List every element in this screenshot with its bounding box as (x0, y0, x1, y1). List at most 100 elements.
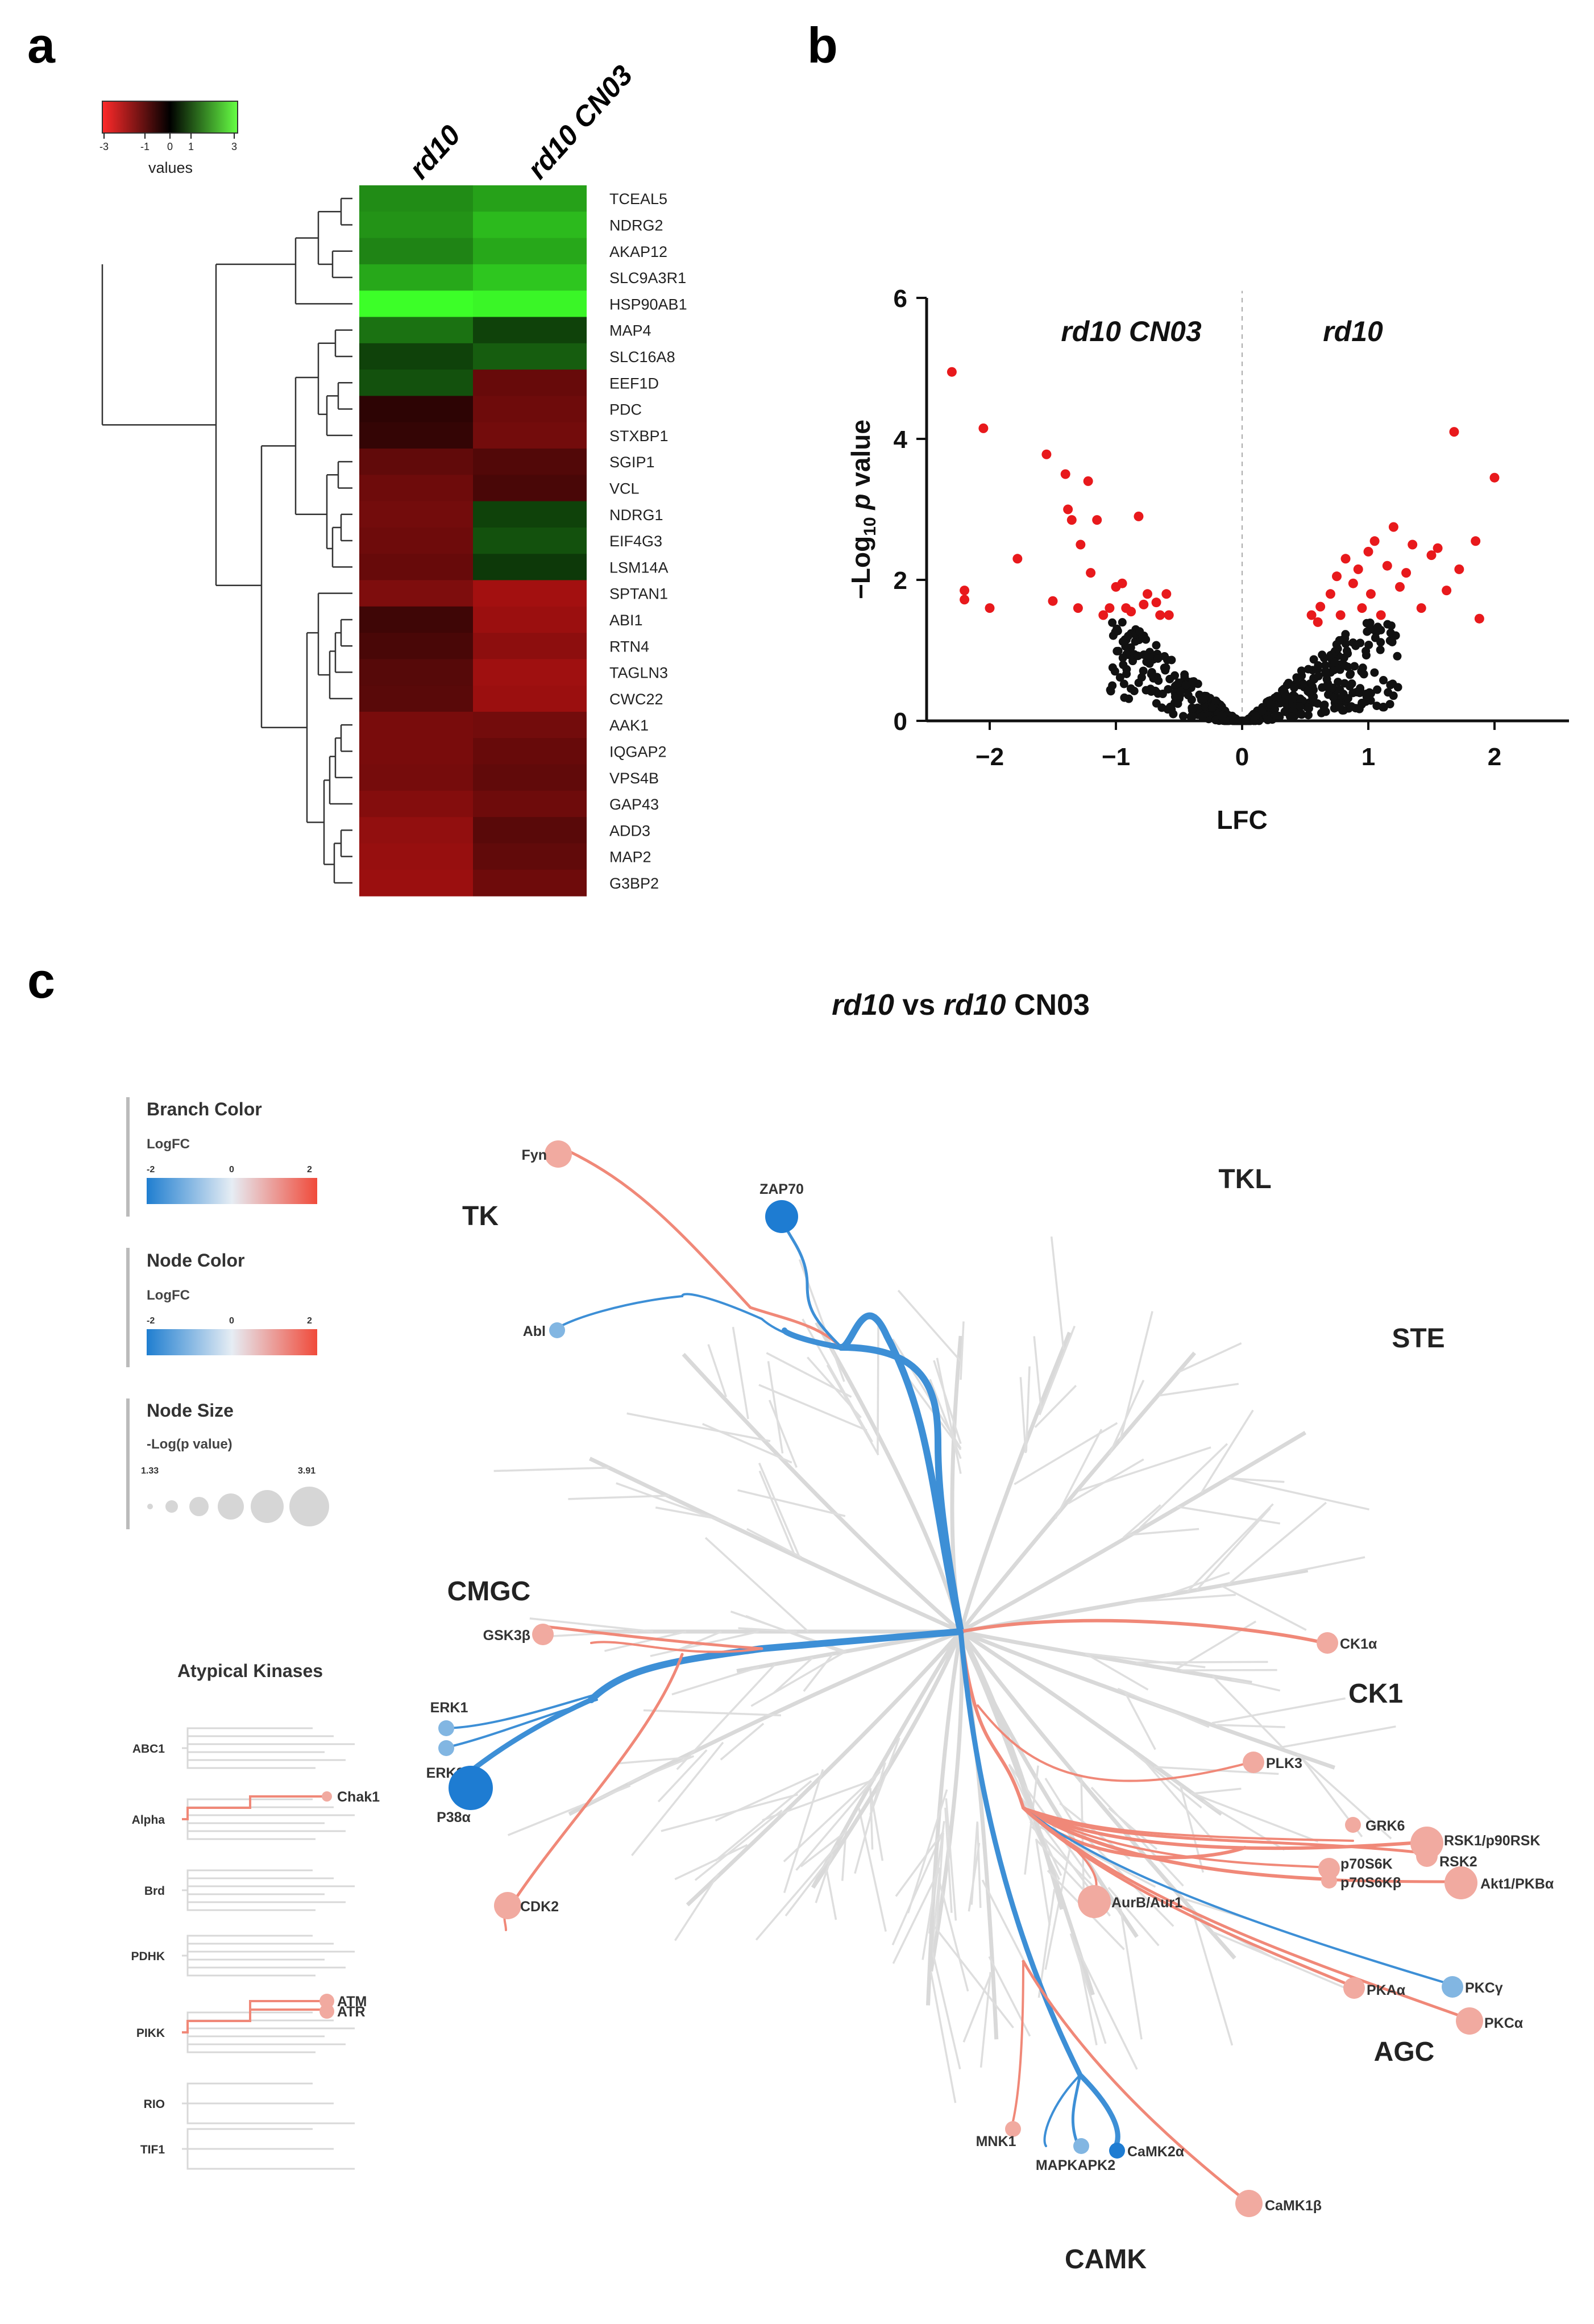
tree-twig (1227, 1501, 1327, 1586)
legend-size-circle (251, 1490, 284, 1523)
tree-twig (1190, 1792, 1319, 1842)
tree-twig (758, 1470, 795, 1555)
kinase-label: ZAP70 (759, 1181, 804, 1197)
volcano-point-significant (1474, 613, 1484, 624)
volcano-point (1314, 671, 1323, 680)
kinase-branch (442, 1699, 598, 1749)
tree-twig (604, 1630, 687, 1652)
tree-twig (933, 1360, 962, 1445)
tree-twig (907, 1789, 948, 1914)
volcano-point (1358, 663, 1367, 673)
heatmap-cell (359, 790, 473, 817)
atypical-group-label: RIO (144, 2098, 165, 2111)
kinase-node (549, 1322, 565, 1338)
volcano-point (1173, 699, 1182, 708)
legend-node-tick-mid: 0 (229, 1316, 234, 1326)
heatmap-cell (473, 343, 587, 370)
atypical-kinase-label: ATM (337, 1994, 367, 2010)
volcano-point (1340, 661, 1350, 670)
tree-twig (750, 1651, 845, 1707)
volcano-point (1393, 683, 1402, 692)
volcano-point (1158, 690, 1167, 699)
gene-label: IQGAP2 (609, 743, 667, 760)
tree-twig (767, 1361, 784, 1454)
heatmap-cell (359, 554, 473, 581)
tree-twig (661, 1793, 798, 1832)
kinase-label: PKCα (1484, 2015, 1524, 2031)
kinase-label: PLK3 (1266, 1756, 1302, 1771)
tree-twig (1180, 1785, 1205, 1873)
volcano-point (1297, 709, 1306, 718)
family-label-tk: TK (462, 1201, 499, 1231)
volcano-point-significant (960, 595, 970, 605)
tree-branch (925, 1631, 963, 2006)
tree-twig (643, 1709, 781, 1717)
volcano-point-significant (1489, 472, 1500, 483)
volcano-point (1386, 628, 1395, 637)
volcano-point (1178, 712, 1188, 721)
tree-twig (674, 1844, 748, 1881)
kinase-branch (780, 1215, 843, 1349)
heatmap-cell (359, 685, 473, 712)
tree-twig (895, 1831, 944, 1897)
kinase-node (1444, 1866, 1477, 1899)
atypical-branch (182, 1943, 334, 1957)
heatmap-cell (473, 580, 587, 607)
tree-branch (960, 1430, 1307, 1634)
volcano-point (1122, 669, 1131, 678)
volcano-point (1241, 716, 1250, 725)
tree-twig (1296, 1753, 1392, 1840)
tree-twig (1033, 1336, 1043, 1411)
atypical-branch (182, 1885, 355, 1891)
volcano-point (1393, 651, 1402, 661)
kinase-branch (1022, 1806, 1349, 1986)
volcano-point (1318, 650, 1327, 659)
legend-branch-tick-mid: 0 (229, 1165, 234, 1175)
kinase-label: RSK1/p90RSK (1444, 1833, 1541, 1849)
tree-twig (1202, 1800, 1285, 1851)
atypical-group-label: TIF1 (140, 2143, 165, 2156)
volcano-point (1388, 637, 1397, 646)
tree-twig (800, 1832, 845, 1868)
tree-twig (616, 1482, 732, 1526)
volcano-point-significant (1401, 568, 1412, 578)
kinase-node (1109, 2143, 1125, 2159)
tree-twig (936, 1358, 962, 1474)
x-tick-label: 0 (1235, 743, 1249, 771)
volcano-point (1119, 660, 1128, 669)
volcano-point (1376, 645, 1385, 654)
volcano-point (1387, 621, 1396, 630)
heatmap-cell (473, 633, 587, 659)
tree-twig (1201, 1409, 1254, 1493)
heatmap-cell (359, 185, 473, 212)
heatmap-cell (359, 475, 473, 502)
color-key-tick-label: -1 (140, 141, 150, 152)
atypical-kinase-label: ATR (337, 2004, 366, 2020)
kinase-node (1442, 1976, 1463, 1998)
tree-twig (543, 1630, 638, 1638)
legend-size-circle (165, 1500, 178, 1513)
kinase-node (1345, 1817, 1361, 1833)
volcano-point-significant (1471, 536, 1481, 546)
color-key-tick-label: 3 (231, 141, 237, 152)
heatmap-cell (473, 659, 587, 686)
volcano-point-significant (1092, 515, 1102, 525)
tree-twig (773, 1657, 813, 1694)
volcano-point-significant (1063, 504, 1073, 514)
volcano-point (1113, 646, 1122, 655)
volcano-point (1197, 712, 1206, 721)
heatmap-cell (359, 843, 473, 870)
volcano-point-significant (978, 423, 989, 433)
volcano-point (1152, 641, 1161, 650)
atypical-branch (182, 1889, 316, 1911)
volcano-point (1118, 637, 1127, 646)
volcano-point (1304, 711, 1313, 720)
kinase-node (1005, 2121, 1021, 2137)
volcano-point (1280, 687, 1289, 696)
color-key-tick-label: -3 (99, 141, 109, 152)
volcano-point (1137, 673, 1146, 682)
heatmap-cell (359, 370, 473, 396)
tree-twig (715, 1773, 819, 1822)
